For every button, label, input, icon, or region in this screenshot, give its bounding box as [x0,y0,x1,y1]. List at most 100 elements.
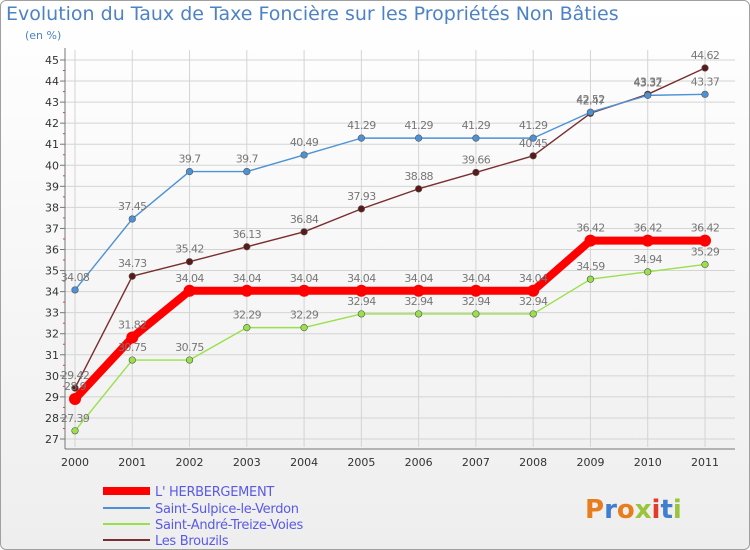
data-label: 27.39 [61,412,90,425]
data-point [357,134,365,142]
data-point [415,310,423,318]
data-point [71,427,79,435]
logo-letter: x [635,495,652,525]
x-tick-label: 2005 [347,456,375,469]
y-tick-label: 40 [45,159,59,172]
data-label: 40.45 [519,137,548,150]
axes [64,48,735,450]
x-tick-label: 2008 [519,456,547,469]
data-label: 32.94 [462,295,491,308]
y-tick-label: 34 [45,286,59,299]
data-label: 29.42 [61,369,90,382]
y-tick-label: 31 [45,349,59,362]
x-tick-label: 2006 [405,456,433,469]
x-tick-label: 2003 [233,456,261,469]
y-tick-label: 33 [45,307,59,320]
data-point [584,234,597,247]
data-label: 39.7 [178,153,201,166]
data-label: 34.04 [290,272,319,285]
data-label: 31.82 [118,319,147,332]
y-tick-label: 38 [45,201,59,214]
y-tick-label: 32 [45,328,59,341]
data-label: 36.84 [290,213,319,226]
data-point [472,134,480,142]
data-point [641,234,654,247]
data-point [298,284,311,297]
data-label: 32.94 [404,295,433,308]
data-point [185,356,194,364]
data-label: 34.59 [576,260,605,273]
data-label: 34.04 [519,272,548,285]
data-point [701,260,709,269]
series-line-saint-andr-treize-voies [74,263,706,432]
legend: L' HERBERGEMENT Saint-Sulpice-le-VerdonSa… [103,485,304,549]
data-label: 36.42 [576,222,605,235]
data-label: 42.52 [576,93,605,106]
data-label: 32.29 [290,309,319,322]
data-label: 30.75 [175,341,204,354]
data-point [300,324,308,332]
x-tick-label: 2011 [691,456,719,469]
data-point [699,234,711,247]
y-tick-label: 42 [45,117,59,130]
data-point [71,286,79,294]
data-label: 42.47 [576,94,605,107]
data-label: 28.9 [64,380,87,393]
data-label: 34.04 [404,272,433,285]
data-label: 34.04 [347,272,376,285]
data-point [126,331,139,344]
series-line-l-herbergement [71,236,709,403]
series-lines [69,64,711,435]
data-point [586,275,595,283]
logo-letter: r [604,495,617,525]
data-label: 39.66 [462,153,491,166]
data-point [128,215,136,223]
data-point [529,310,537,318]
logo-letter: o [617,495,635,525]
data-label: 41.29 [519,119,548,132]
data-point [644,91,652,99]
legend-label: Saint-André-Treize-Voies [155,518,304,533]
data-label: 34.94 [633,253,662,266]
data-labels: 28.9 31.82 34.04 34.04 34.04 34.04 34.04 34.04 3… [61,49,721,425]
data-label: 43.37 [633,75,662,88]
x-tick-label: 2009 [576,456,604,469]
y-tick-label: 29 [45,391,59,404]
data-point [529,152,537,160]
data-point [128,356,136,364]
data-point [701,90,709,98]
y-tick-label: 36 [45,244,59,257]
x-tick-label: 2002 [176,456,204,469]
legend-label: L' HERBERGEMENT [155,485,274,500]
data-point [355,284,368,297]
y-tick-label: 37 [45,222,59,235]
data-point [469,284,482,297]
data-label: 34.04 [175,272,204,285]
data-point [243,243,251,251]
data-label: 30.75 [118,341,147,354]
data-point [415,185,423,193]
data-point [71,384,79,392]
chart-title: Evolution du Taux de Taxe Foncière sur l… [6,3,619,25]
x-axis-ticks: 2000 2001 2002 2003 2004 2005 2006 2007 2008 2009… [61,456,719,469]
data-label: 40.49 [290,136,319,149]
x-tick-label: 2004 [290,456,318,469]
data-label: 34.04 [233,272,262,285]
data-point [243,324,251,332]
data-label: 36.42 [633,222,662,235]
data-label: 37.93 [347,190,376,203]
chart-unit-label: (en %) [25,29,62,42]
legend-label: Les Brouzils [155,534,229,549]
data-label: 44.62 [691,49,720,62]
y-tick-label: 41 [45,138,59,151]
data-label: 38.88 [404,170,433,183]
data-label: 35.29 [691,245,720,258]
y-tick-label: 44 [45,75,59,88]
logo-letter: i [652,495,661,525]
data-label: 36.13 [233,228,262,241]
logo-letter: P [585,495,604,525]
y-axis-ticks: 27 28 29 30 31 32 33 34 35 36 37 38 39 40 41 42 43 44 45 [45,54,65,446]
logo-letter: i [673,495,682,525]
data-label: 41.29 [404,119,433,132]
legend-label: Saint-Sulpice-le-Verdon [155,502,299,517]
